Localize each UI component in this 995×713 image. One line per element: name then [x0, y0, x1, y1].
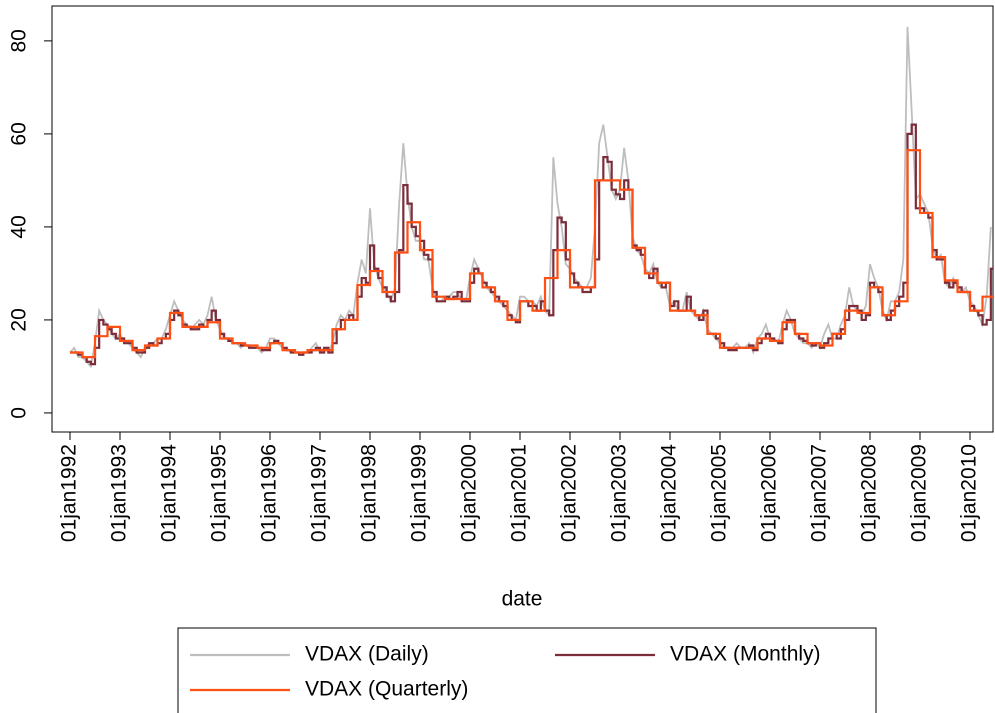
legend-label: VDAX (Daily)	[305, 643, 429, 666]
x-tick-label: 01jan2008	[858, 444, 881, 542]
legend-box	[177, 627, 877, 713]
x-tick-label: 01jan1996	[258, 444, 281, 542]
series-line	[70, 123, 993, 366]
legend-label: VDAX (Quarterly)	[305, 678, 468, 701]
y-tick-label: 40	[8, 215, 31, 238]
x-tick-label: 01jan2001	[508, 444, 531, 542]
x-tick-label: 01jan1998	[358, 444, 381, 542]
series-line	[70, 149, 993, 359]
x-axis-title: date	[502, 588, 543, 611]
y-tick-label: 0	[8, 407, 31, 419]
x-tick-label: 01jan1993	[108, 444, 131, 542]
y-tick-label: 60	[8, 122, 31, 145]
x-tick-label: 01jan1999	[408, 444, 431, 542]
x-tick-label: 01jan2002	[558, 444, 581, 542]
x-tick-label: 01jan1995	[208, 444, 231, 542]
x-tick-label: 01jan2004	[658, 444, 681, 542]
x-tick-label: 01jan1994	[158, 444, 181, 542]
x-tick-label: 01jan2007	[808, 444, 831, 542]
plot-frame	[51, 5, 994, 433]
x-tick-label: 01jan2000	[458, 444, 481, 542]
y-tick-label: 20	[8, 308, 31, 331]
x-tick-label: 01jan2009	[908, 444, 931, 542]
x-tick-label: 01jan2003	[608, 444, 631, 542]
x-tick-label: 01jan1992	[58, 444, 81, 542]
x-tick-label: 01jan1997	[308, 444, 331, 542]
x-tick-label: 01jan2006	[758, 444, 781, 542]
legend-label: VDAX (Monthly)	[670, 643, 821, 666]
x-tick-label: 01jan2010	[958, 444, 981, 542]
y-tick-label: 80	[8, 29, 31, 52]
series-line	[69, 26, 992, 369]
x-tick-label: 01jan2005	[708, 444, 731, 542]
